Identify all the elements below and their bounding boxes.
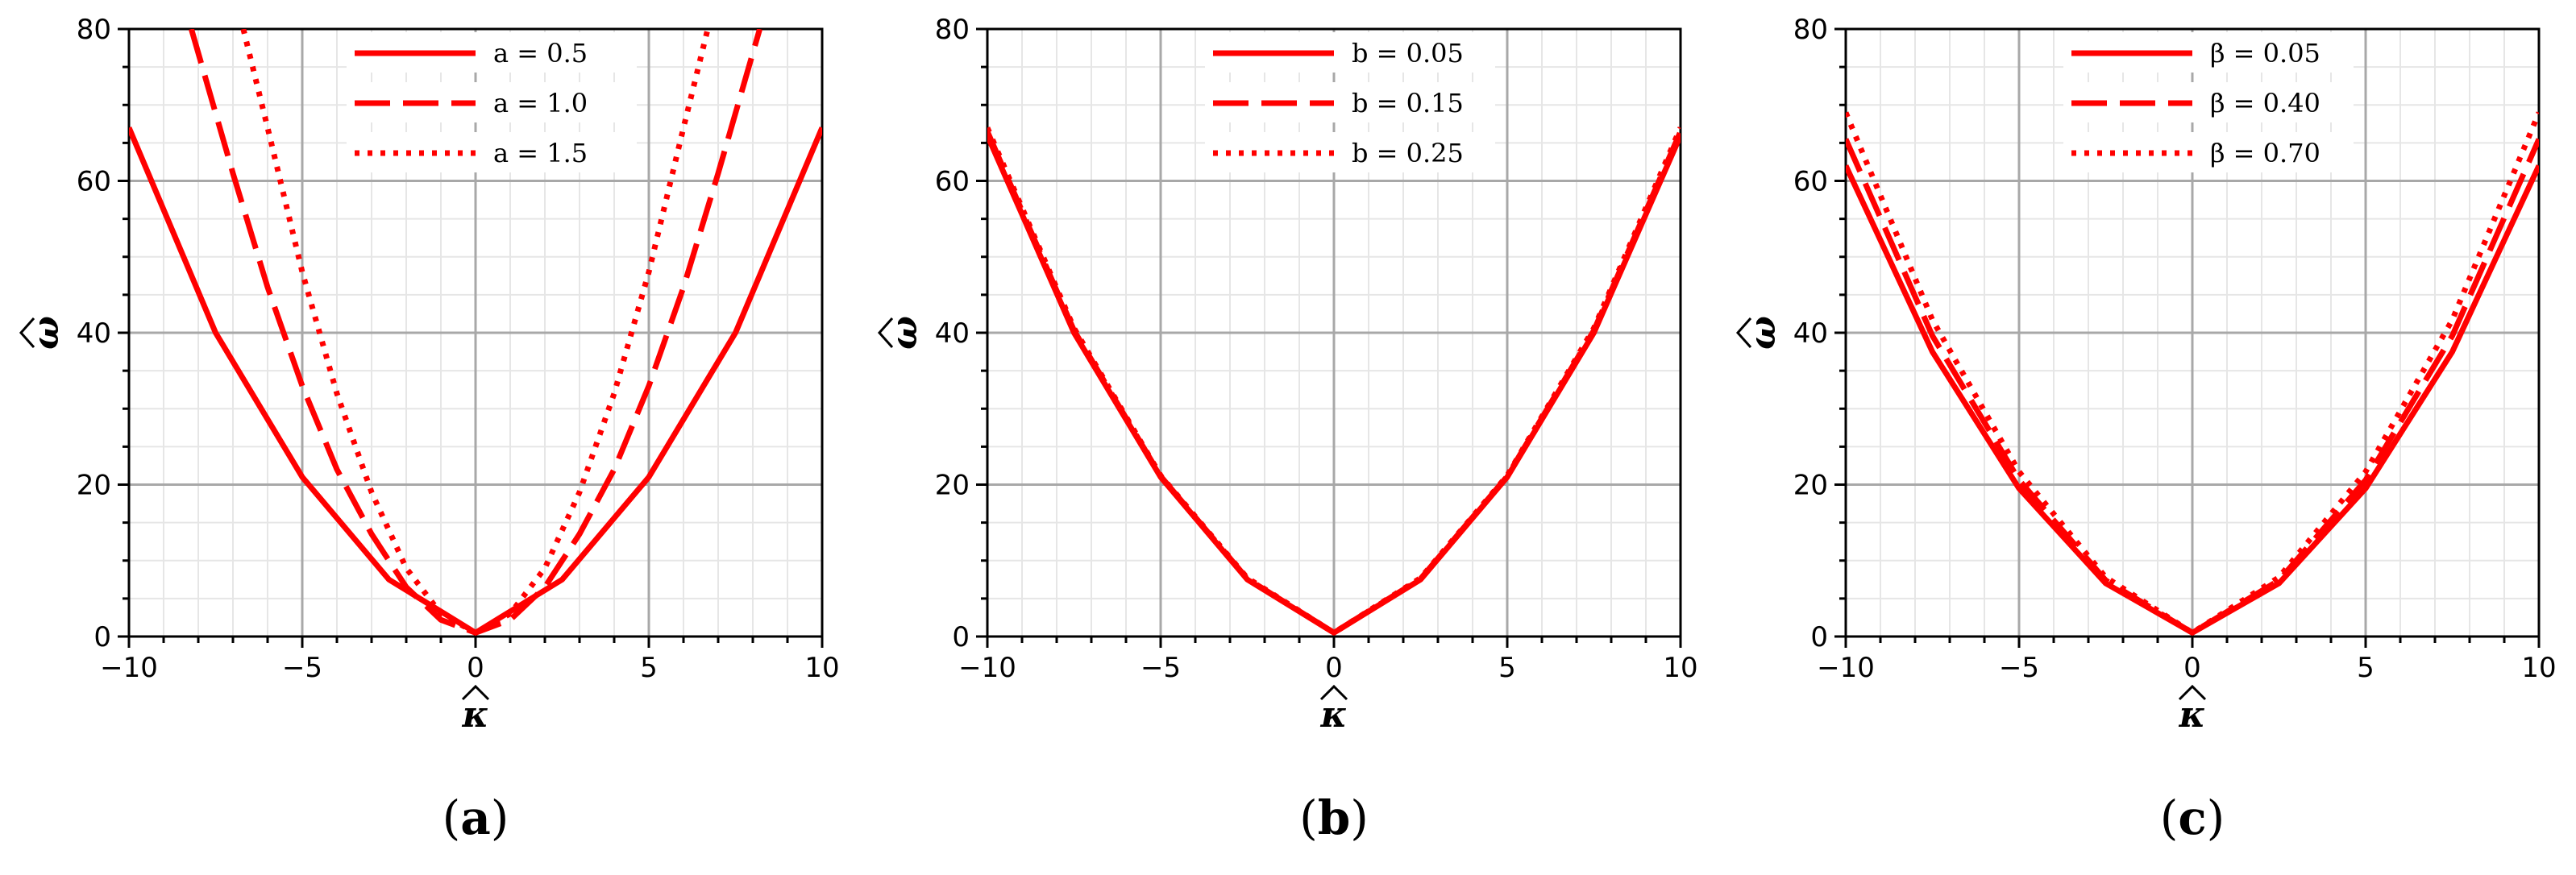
hat-icon (2178, 684, 2207, 701)
x-axis-label: κ (1319, 684, 1348, 736)
panel-caption: (b) (1299, 790, 1369, 845)
x-tick-label: 5 (2357, 652, 2374, 684)
x-tick-label: −10 (958, 652, 1016, 684)
x-axis-label: κ (2178, 684, 2207, 736)
caption-open: ( (2160, 790, 2179, 845)
x-tick-label: 0 (467, 652, 484, 684)
series-lines (129, 29, 822, 636)
legend: b = 0.05 b = 0.15 b = 0.25 (1205, 32, 1495, 172)
legend-label: b = 0.15 (1352, 88, 1464, 118)
chart-panel-a: −10 −5 0 5 10 0 20 40 60 80 κ ω a = 0.5 a = 1.0 a = 1.… (19, 14, 840, 845)
x-axis-label-text: κ (1320, 695, 1348, 736)
legend-backdrop (2063, 82, 2354, 122)
caption-open: ( (442, 790, 461, 845)
panel-caption: (c) (2160, 790, 2225, 845)
hat-icon (461, 684, 490, 701)
series-lines (1846, 111, 2539, 636)
tick-marks (1834, 27, 2541, 648)
caption-close: ) (2207, 790, 2225, 845)
y-tick-label: 60 (77, 166, 111, 198)
y-axis-label-text: ω (26, 316, 67, 350)
legend-backdrop (347, 132, 637, 172)
tick-marks (118, 27, 824, 648)
caption-letter: c (2178, 790, 2206, 845)
x-tick-label: 0 (1325, 652, 1343, 684)
legend-label: a = 1.0 (493, 88, 588, 118)
y-tick-label: 20 (1793, 470, 1828, 502)
x-axis-label-text: κ (462, 695, 489, 736)
legend-label: a = 0.5 (493, 38, 588, 68)
x-tick-label: −5 (282, 652, 322, 684)
series-line (1846, 164, 2539, 636)
x-tick-label: 10 (1663, 652, 1697, 684)
y-tick-label: 40 (77, 317, 111, 350)
hat-icon (19, 317, 35, 348)
y-tick-label: 20 (935, 470, 970, 502)
series-line (1846, 138, 2539, 636)
x-tick-label: −5 (1999, 652, 2039, 684)
tick-marks (976, 27, 1682, 648)
y-tick-label: 0 (93, 621, 111, 653)
x-tick-label: −10 (100, 652, 158, 684)
x-tick-label: 0 (2183, 652, 2201, 684)
y-tick-label: 0 (952, 621, 970, 653)
legend: β = 0.05 β = 0.40 β = 0.70 (2063, 32, 2354, 172)
legend: a = 0.5 a = 1.0 a = 1.5 (347, 32, 637, 172)
y-axis-label: ω (1735, 316, 1784, 350)
hat-icon (1735, 317, 1752, 348)
y-axis-label: ω (19, 316, 67, 350)
series-lines (987, 126, 1681, 636)
panel-caption: (a) (442, 790, 509, 845)
y-tick-label: 0 (1810, 621, 1828, 653)
x-tick-label: −10 (1817, 652, 1875, 684)
y-tick-label: 80 (935, 14, 970, 46)
legend-label: β = 0.05 (2210, 38, 2320, 68)
hat-icon (1319, 684, 1348, 701)
legend-label: b = 0.05 (1352, 38, 1464, 68)
caption-open: ( (1299, 790, 1318, 845)
series-line (987, 130, 1681, 636)
caption-close: ) (491, 790, 509, 845)
legend-label: β = 0.40 (2210, 88, 2320, 118)
y-axis-label-text: ω (1743, 316, 1784, 350)
hat-icon (877, 317, 894, 348)
y-tick-label: 40 (1793, 317, 1828, 350)
y-tick-label: 60 (935, 166, 970, 198)
x-tick-label: 10 (2521, 652, 2556, 684)
y-tick-label: 40 (935, 317, 970, 350)
x-tick-label: 5 (1498, 652, 1516, 684)
caption-letter: b (1318, 790, 1351, 845)
caption-letter: a (460, 790, 491, 845)
series-line (240, 29, 711, 636)
y-tick-label: 60 (1793, 166, 1828, 198)
legend-backdrop (347, 82, 637, 122)
y-tick-label: 20 (77, 470, 111, 502)
x-axis-label: κ (461, 684, 490, 736)
legend-label: β = 0.70 (2210, 138, 2320, 168)
x-tick-label: −5 (1141, 652, 1181, 684)
x-tick-label: 5 (640, 652, 658, 684)
series-line (987, 126, 1681, 636)
legend-label: a = 1.5 (493, 138, 588, 168)
series-line (1846, 111, 2539, 636)
y-axis-label: ω (877, 316, 925, 350)
caption-close: ) (1350, 790, 1369, 845)
x-tick-label: 10 (804, 652, 839, 684)
legend-label: b = 0.25 (1352, 138, 1464, 168)
y-axis-label-text: ω (884, 316, 925, 350)
y-tick-label: 80 (1793, 14, 1828, 46)
x-axis-label-text: κ (2179, 695, 2206, 736)
legend-backdrop (1205, 82, 1495, 122)
y-tick-label: 80 (77, 14, 111, 46)
